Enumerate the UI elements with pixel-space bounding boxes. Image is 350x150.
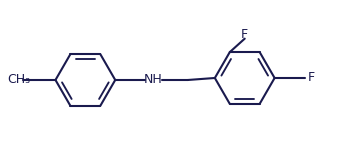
Text: CH₃: CH₃ — [7, 74, 30, 87]
Text: F: F — [241, 28, 248, 41]
Text: F: F — [308, 72, 315, 84]
Text: NH: NH — [144, 74, 163, 87]
